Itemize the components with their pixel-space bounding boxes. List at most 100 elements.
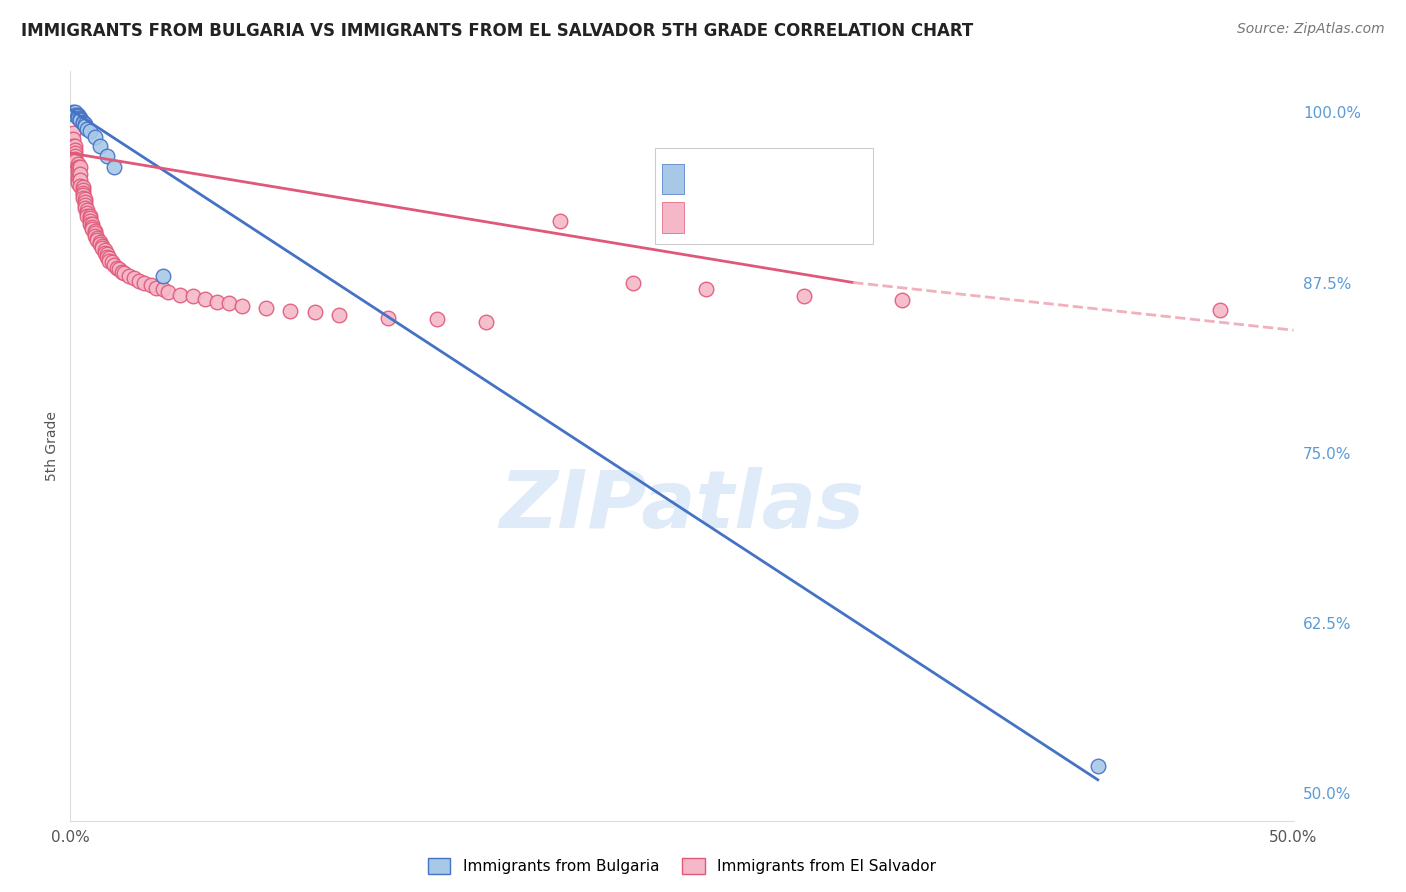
Point — [73, 119, 96, 133]
Point — [181, 289, 204, 303]
Point — [89, 237, 111, 252]
Point — [72, 186, 94, 200]
Point — [62, 139, 84, 153]
Point — [63, 139, 86, 153]
Point — [83, 129, 105, 144]
Point — [73, 201, 96, 215]
Point — [93, 243, 115, 257]
Point — [254, 301, 277, 316]
Point — [69, 173, 91, 187]
Point — [89, 139, 111, 153]
Point — [96, 247, 118, 261]
Point — [72, 183, 94, 197]
Point — [793, 289, 815, 303]
Point — [72, 180, 94, 194]
Point — [62, 132, 84, 146]
Point — [621, 276, 644, 290]
Text: ZIPatlas: ZIPatlas — [499, 467, 865, 545]
Point — [103, 160, 125, 174]
Text: 22: 22 — [821, 170, 846, 188]
Point — [122, 271, 145, 285]
Point — [73, 118, 96, 132]
Text: R =: R = — [692, 209, 731, 227]
Point — [108, 261, 131, 276]
Point — [231, 299, 253, 313]
Point — [101, 255, 124, 269]
Point — [63, 144, 86, 158]
Point — [62, 105, 84, 120]
Point — [82, 219, 104, 234]
Point — [152, 268, 174, 283]
Point — [76, 209, 98, 223]
Point — [63, 149, 86, 163]
Point — [695, 282, 717, 296]
Point — [82, 222, 104, 236]
Point — [79, 209, 101, 223]
Point — [86, 230, 108, 244]
Text: -0.475: -0.475 — [731, 209, 796, 227]
Point — [1209, 302, 1232, 317]
Point — [475, 315, 498, 329]
Point — [83, 229, 105, 244]
Point — [69, 112, 91, 126]
Text: Source: ZipAtlas.com: Source: ZipAtlas.com — [1237, 22, 1385, 37]
Point — [62, 126, 84, 140]
Point — [98, 251, 121, 265]
Point — [377, 310, 399, 325]
Point — [157, 285, 180, 299]
Point — [66, 168, 89, 182]
Point — [66, 108, 89, 122]
Point — [63, 108, 86, 122]
Point — [96, 250, 118, 264]
Point — [79, 124, 101, 138]
Point — [118, 268, 141, 283]
Point — [132, 276, 155, 290]
Point — [83, 227, 105, 241]
Point — [76, 121, 98, 136]
Point — [79, 217, 101, 231]
Point — [69, 160, 91, 174]
Point — [93, 245, 115, 260]
Point — [73, 198, 96, 212]
Point — [96, 149, 118, 163]
Point — [72, 115, 94, 129]
Point — [72, 188, 94, 202]
Point — [169, 287, 191, 301]
Point — [79, 211, 101, 226]
Point — [63, 152, 86, 166]
Point — [194, 292, 217, 306]
Point — [66, 170, 89, 185]
Point — [139, 278, 162, 293]
Point — [280, 304, 302, 318]
Point — [152, 282, 174, 296]
Point — [304, 305, 326, 319]
Point — [105, 260, 128, 275]
Point — [205, 294, 228, 309]
Point — [89, 235, 111, 249]
Y-axis label: 5th Grade: 5th Grade — [45, 411, 59, 481]
Text: 88: 88 — [821, 209, 846, 227]
Point — [891, 293, 914, 308]
Point — [66, 162, 89, 177]
Point — [426, 312, 449, 326]
Point — [66, 176, 89, 190]
Point — [91, 242, 114, 256]
Point — [1087, 759, 1109, 773]
Legend: Immigrants from Bulgaria, Immigrants from El Salvador: Immigrants from Bulgaria, Immigrants fro… — [422, 852, 942, 880]
Point — [63, 146, 86, 161]
Point — [66, 109, 89, 123]
Point — [98, 253, 121, 268]
Point — [82, 217, 104, 231]
Point — [73, 193, 96, 207]
Point — [66, 165, 89, 179]
Point — [66, 173, 89, 187]
Point — [72, 116, 94, 130]
Point — [128, 274, 150, 288]
Point — [83, 224, 105, 238]
Text: IMMIGRANTS FROM BULGARIA VS IMMIGRANTS FROM EL SALVADOR 5TH GRADE CORRELATION CH: IMMIGRANTS FROM BULGARIA VS IMMIGRANTS F… — [21, 22, 973, 40]
Point — [86, 233, 108, 247]
Point — [328, 308, 350, 322]
Point — [145, 281, 167, 295]
Point — [66, 157, 89, 171]
Point — [91, 238, 114, 252]
